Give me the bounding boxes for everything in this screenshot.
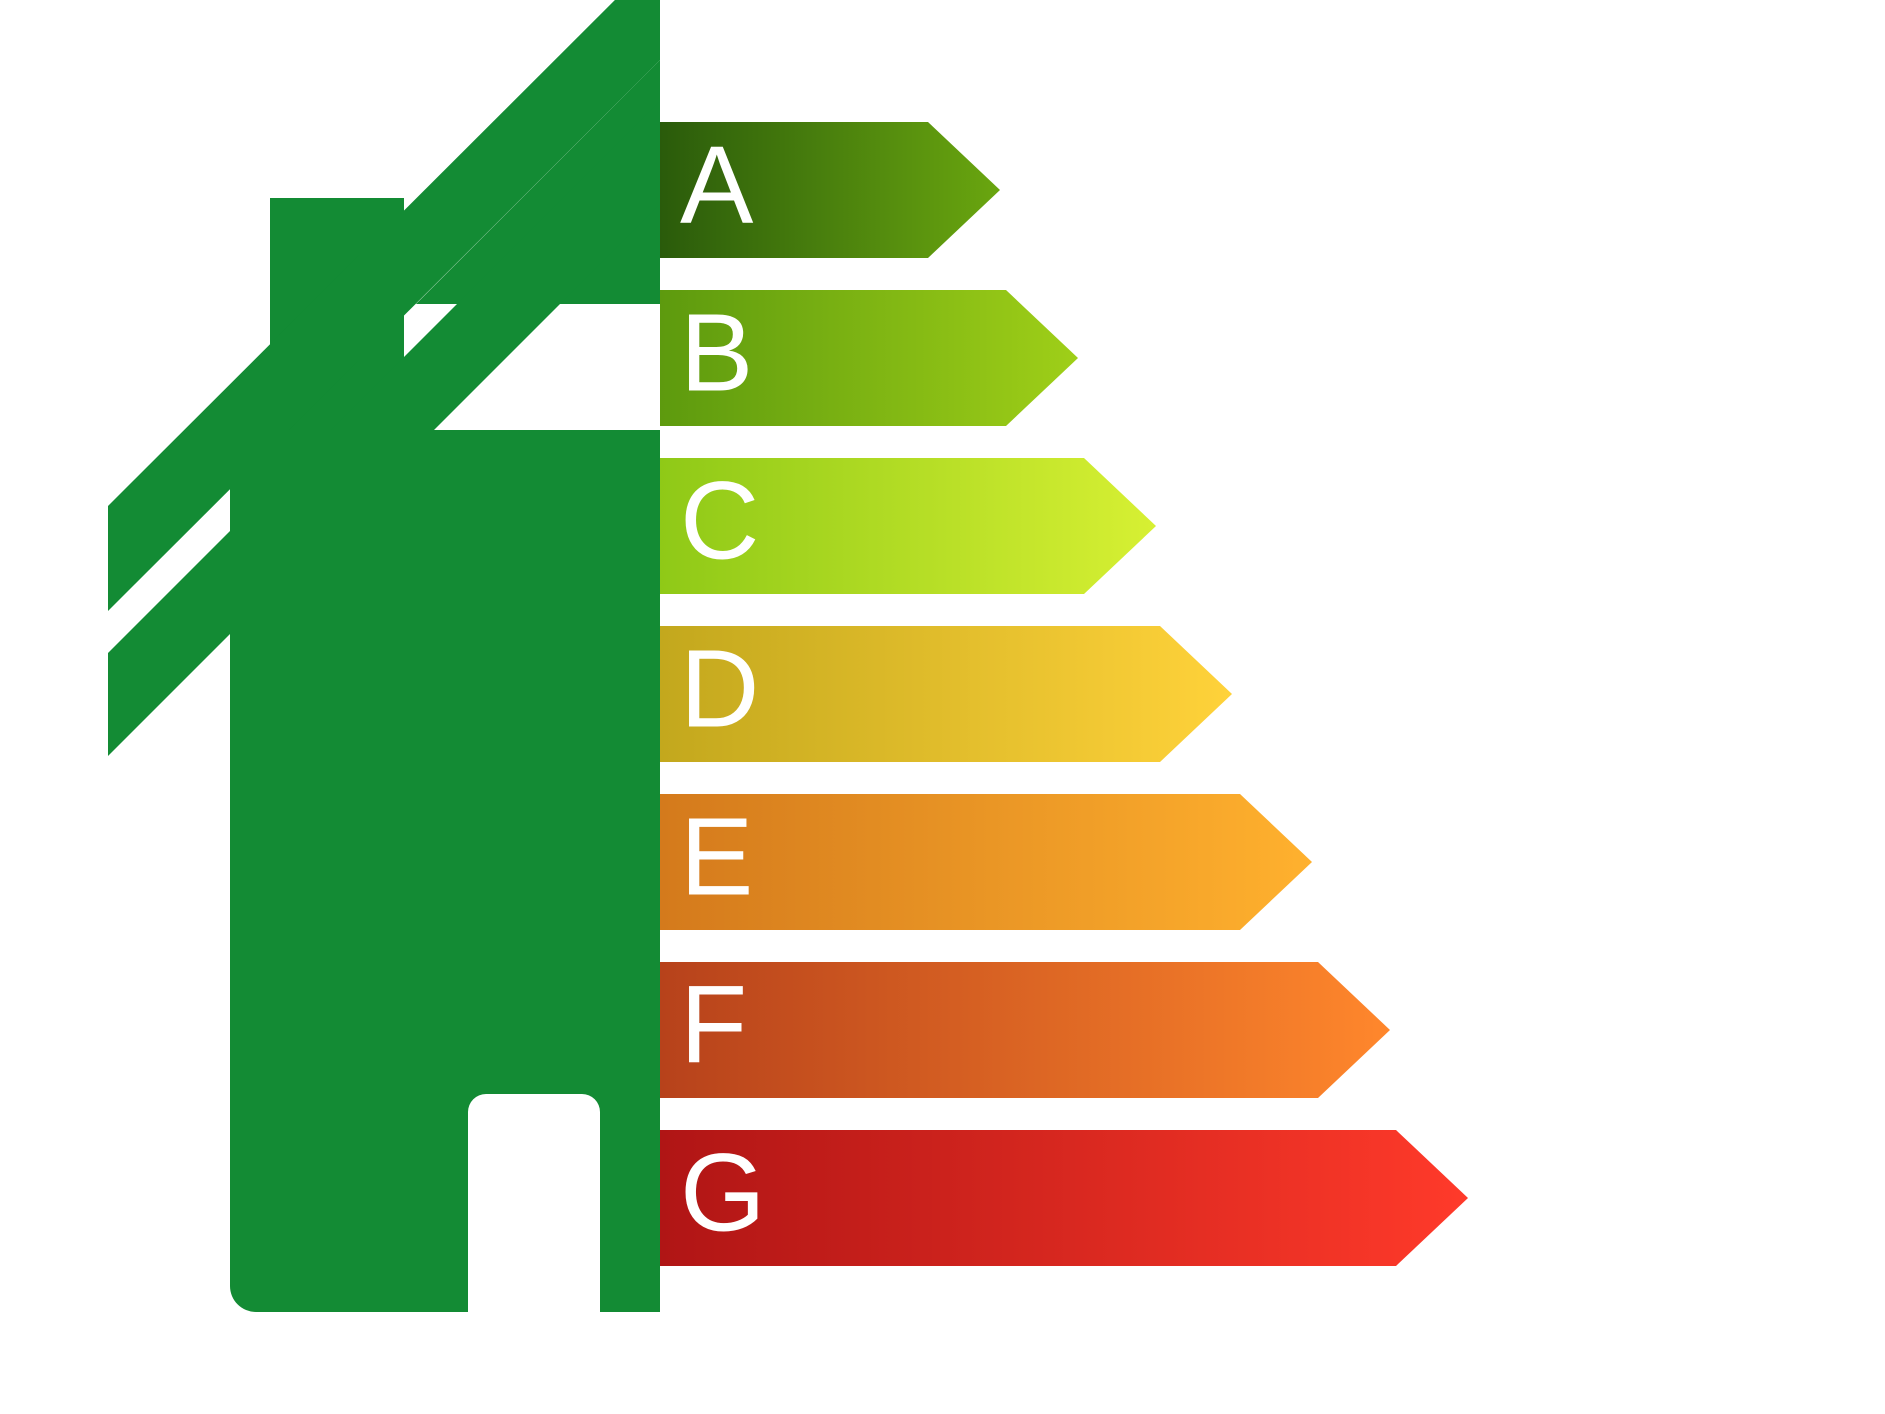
rating-label: C <box>680 467 759 577</box>
rating-label: F <box>680 971 747 1081</box>
rating-bar-a: A <box>660 122 1000 258</box>
rating-label: A <box>680 131 753 241</box>
rating-label: G <box>680 1139 766 1249</box>
rating-label: B <box>680 299 753 409</box>
rating-bar-c: C <box>660 458 1156 594</box>
rating-label: D <box>680 635 759 745</box>
rating-bar-b: B <box>660 290 1078 426</box>
rating-bar-e: E <box>660 794 1312 930</box>
rating-label: E <box>680 803 753 913</box>
rating-bar-d: D <box>660 626 1232 762</box>
energy-rating-infographic: ABCDEFG <box>0 0 1885 1414</box>
rating-bar-f: F <box>660 962 1390 1098</box>
rating-bar-g: G <box>660 1130 1468 1266</box>
